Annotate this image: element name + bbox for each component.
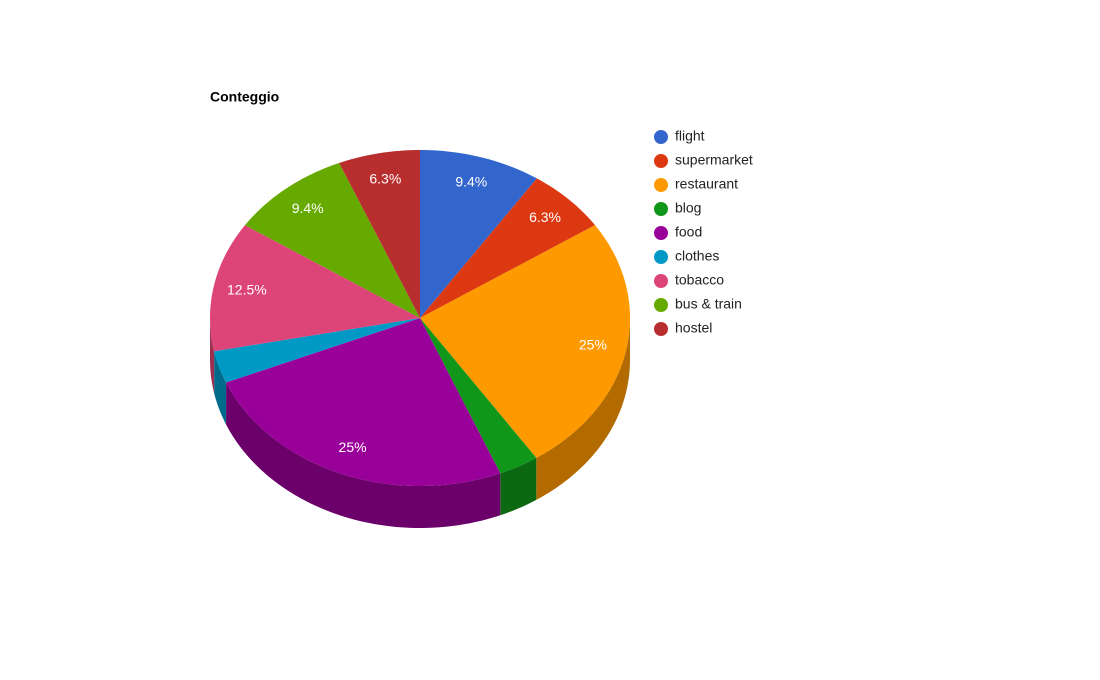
legend-label: hostel <box>675 320 712 336</box>
legend-swatch <box>654 130 668 144</box>
legend-label: clothes <box>675 248 719 264</box>
legend-swatch <box>654 178 668 192</box>
slice-side <box>226 382 501 528</box>
slice-label: 6.3% <box>529 209 561 225</box>
slice-label: 9.4% <box>292 200 324 216</box>
slice <box>420 318 537 474</box>
legend-label: blog <box>675 200 701 216</box>
legend-swatch <box>654 154 668 168</box>
legend-label: restaurant <box>675 176 738 192</box>
slice <box>244 162 420 318</box>
slice-label: 6.3% <box>369 170 401 186</box>
slice-label: 25% <box>339 439 367 455</box>
slice-label: 12.5% <box>227 282 267 298</box>
legend-label: tobacco <box>675 272 724 288</box>
chart-title: Conteggio <box>210 89 279 105</box>
legend-swatch <box>654 202 668 216</box>
legend-label: bus & train <box>675 296 742 312</box>
legend-swatch <box>654 226 668 240</box>
slice-label: 9.4% <box>455 174 487 190</box>
legend-swatch <box>654 322 668 336</box>
slice <box>420 150 537 318</box>
slice <box>214 318 420 383</box>
slice-side <box>536 318 630 500</box>
legend-label: food <box>675 224 702 240</box>
slice-side <box>210 318 215 394</box>
slice <box>339 150 420 318</box>
legend-swatch <box>654 298 668 312</box>
legend-label: supermarket <box>675 152 753 168</box>
legend-swatch <box>654 250 668 264</box>
legend-label: flight <box>675 128 705 144</box>
slice <box>420 178 596 318</box>
slice <box>420 225 630 458</box>
slice-side <box>500 457 537 516</box>
slice <box>226 318 501 486</box>
slice-side <box>214 351 227 425</box>
slice <box>210 225 420 352</box>
slice-label: 25% <box>579 337 607 353</box>
legend-swatch <box>654 274 668 288</box>
